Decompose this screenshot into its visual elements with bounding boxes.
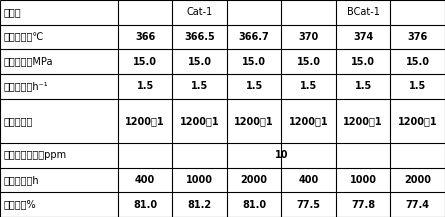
Text: 1200：1: 1200：1 bbox=[125, 116, 165, 126]
Text: 366.5: 366.5 bbox=[184, 32, 215, 42]
Text: 2000: 2000 bbox=[404, 175, 431, 185]
Text: 77.8: 77.8 bbox=[351, 200, 375, 210]
Text: 10: 10 bbox=[275, 150, 288, 160]
Text: 1000: 1000 bbox=[350, 175, 377, 185]
Text: 15.0: 15.0 bbox=[351, 57, 375, 67]
Text: 15.0: 15.0 bbox=[188, 57, 212, 67]
Text: 370: 370 bbox=[299, 32, 319, 42]
Text: 376: 376 bbox=[408, 32, 428, 42]
Text: 催化剂: 催化剂 bbox=[4, 7, 21, 17]
Text: 1.5: 1.5 bbox=[137, 81, 154, 91]
Text: Cat-1: Cat-1 bbox=[186, 7, 213, 17]
Text: 反应压力，MPa: 反应压力，MPa bbox=[4, 57, 53, 67]
Text: 81.0: 81.0 bbox=[133, 200, 157, 210]
Text: 81.0: 81.0 bbox=[242, 200, 266, 210]
Text: 氢油体积比: 氢油体积比 bbox=[4, 116, 33, 126]
Text: 366: 366 bbox=[135, 32, 155, 42]
Text: 366.7: 366.7 bbox=[239, 32, 270, 42]
Text: 400: 400 bbox=[299, 175, 319, 185]
Text: 374: 374 bbox=[353, 32, 373, 42]
Text: 体积空速，h⁻¹: 体积空速，h⁻¹ bbox=[4, 81, 48, 91]
Text: 1.5: 1.5 bbox=[191, 81, 208, 91]
Text: 15.0: 15.0 bbox=[242, 57, 266, 67]
Text: 1200：1: 1200：1 bbox=[235, 116, 274, 126]
Text: 1000: 1000 bbox=[186, 175, 213, 185]
Text: 1200：1: 1200：1 bbox=[180, 116, 219, 126]
Text: 精制油氮含量，ppm: 精制油氮含量，ppm bbox=[4, 150, 67, 160]
Text: 77.5: 77.5 bbox=[297, 200, 321, 210]
Text: 运转时间，h: 运转时间，h bbox=[4, 175, 39, 185]
Text: 1.5: 1.5 bbox=[300, 81, 317, 91]
Text: 转化率，%: 转化率，% bbox=[4, 200, 36, 210]
Text: 1.5: 1.5 bbox=[355, 81, 372, 91]
Text: 1.5: 1.5 bbox=[409, 81, 426, 91]
Text: 1200：1: 1200：1 bbox=[289, 116, 328, 126]
Text: 反应温度，℃: 反应温度，℃ bbox=[4, 32, 44, 42]
Text: 1200：1: 1200：1 bbox=[344, 116, 383, 126]
Text: BCat-1: BCat-1 bbox=[347, 7, 380, 17]
Text: 400: 400 bbox=[135, 175, 155, 185]
Text: 2000: 2000 bbox=[241, 175, 268, 185]
Text: 1.5: 1.5 bbox=[246, 81, 263, 91]
Text: 81.2: 81.2 bbox=[188, 200, 212, 210]
Text: 15.0: 15.0 bbox=[133, 57, 157, 67]
Text: 15.0: 15.0 bbox=[297, 57, 321, 67]
Text: 15.0: 15.0 bbox=[406, 57, 430, 67]
Text: 1200：1: 1200：1 bbox=[398, 116, 437, 126]
Text: 77.4: 77.4 bbox=[406, 200, 430, 210]
